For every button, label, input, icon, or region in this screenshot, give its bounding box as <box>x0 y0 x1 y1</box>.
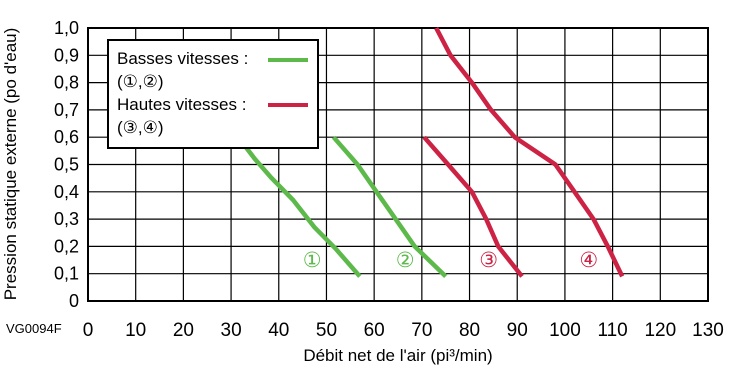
x-tick-label: 0 <box>83 320 94 341</box>
legend: Basses vitesses : (①,②) Hautes vitesses … <box>108 40 318 148</box>
y-tick-label: 0,4 <box>54 182 79 202</box>
curve-4-high-speed <box>436 28 622 276</box>
y-tick-labels: 0 0,1 0,2 0,3 0,4 0,5 0,6 0,7 0,8 0,9 1,0 <box>54 18 79 311</box>
x-tick-labels: 0 10 20 30 40 50 60 70 80 90 100 110 120 130 <box>83 320 724 341</box>
y-tick-label: 0 <box>69 291 79 311</box>
x-tick-label: 40 <box>268 320 289 341</box>
curve-2-label: ② <box>396 248 415 272</box>
legend-high-speed-title: Hautes vitesses : <box>117 95 246 114</box>
y-tick-label: 0,8 <box>54 73 79 93</box>
legend-low-speed-curves: (①,②) <box>117 72 164 91</box>
y-tick-label: 0,9 <box>54 45 79 65</box>
y-tick-label: 0,2 <box>54 236 79 256</box>
y-tick-label: 1,0 <box>54 18 79 38</box>
x-tick-label: 60 <box>364 320 385 341</box>
x-tick-label: 130 <box>692 320 724 341</box>
y-tick-label: 0,3 <box>54 209 79 229</box>
y-tick-label: 0,1 <box>54 264 79 284</box>
x-tick-label: 30 <box>221 320 242 341</box>
figure-id: VG0094F <box>6 321 62 336</box>
x-tick-label: 80 <box>459 320 480 341</box>
x-axis-label: Débit net de l'air (pi³/min) <box>303 346 492 365</box>
curve-3-high-speed <box>424 137 522 276</box>
x-tick-label: 50 <box>316 320 337 341</box>
legend-low-speed-title: Basses vitesses : <box>117 49 248 68</box>
y-axis-label: Pression statique externe (po d'eau) <box>1 28 20 301</box>
x-tick-label: 70 <box>411 320 432 341</box>
x-tick-label: 10 <box>125 320 146 341</box>
x-tick-label: 90 <box>507 320 528 341</box>
curve-3-label: ③ <box>479 248 498 272</box>
x-tick-label: 100 <box>549 320 581 341</box>
curve-1-label: ① <box>303 248 322 272</box>
x-tick-label: 120 <box>644 320 676 341</box>
y-tick-label: 0,7 <box>54 100 79 120</box>
curve-1-low-speed <box>238 137 360 276</box>
curve-4-label: ④ <box>579 248 598 272</box>
y-tick-label: 0,5 <box>54 155 79 175</box>
curve-2-low-speed <box>334 137 446 276</box>
x-tick-label: 110 <box>597 320 627 341</box>
legend-high-speed-curves: (③,④) <box>117 118 164 137</box>
y-tick-label: 0,6 <box>54 127 79 147</box>
x-tick-label: 20 <box>173 320 194 341</box>
